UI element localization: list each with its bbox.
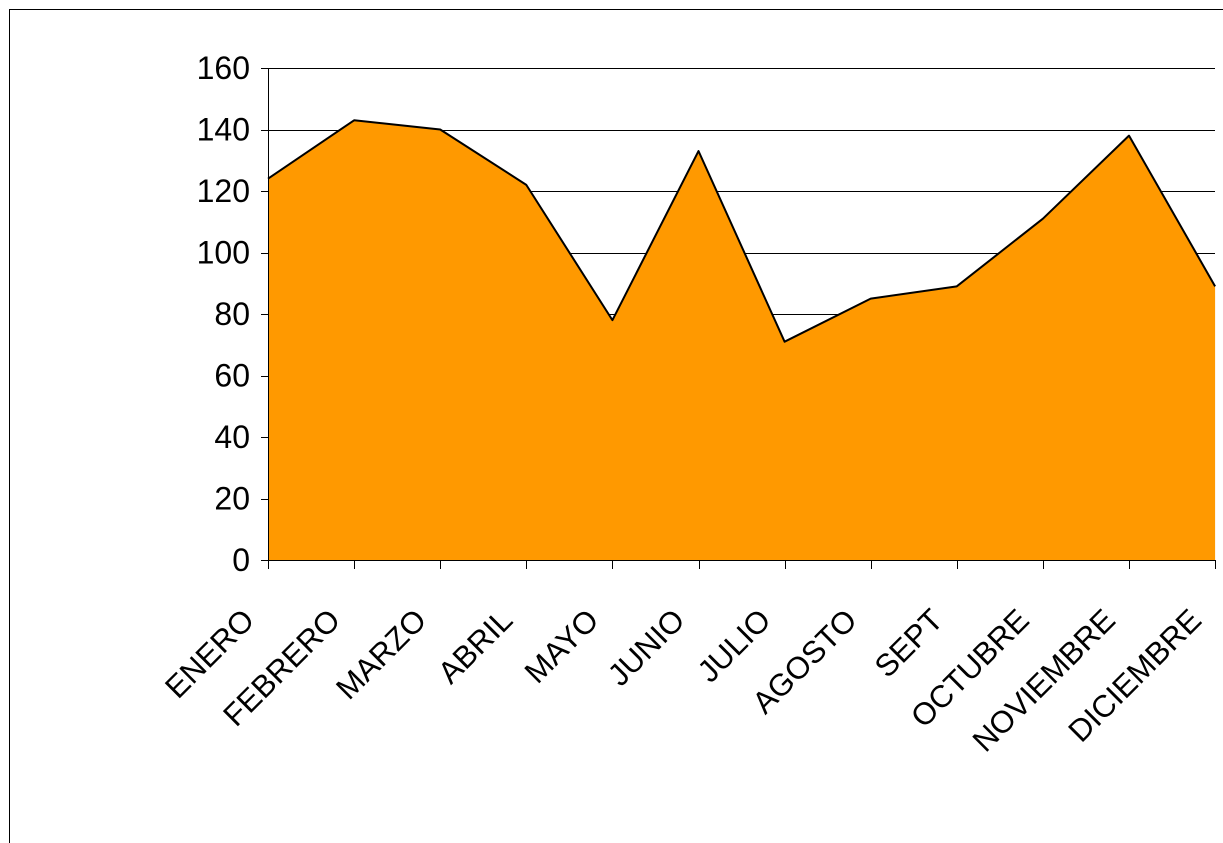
y-tick-label: 0	[232, 542, 250, 578]
area-fill	[268, 120, 1216, 561]
y-axis-tick-labels: 0 20 40 60 80 100 120 140 160	[197, 50, 250, 578]
y-tick-label: 80	[214, 296, 250, 332]
area-outline	[267, 119, 1216, 343]
y-tick-label: 60	[214, 358, 250, 394]
area-series	[267, 119, 1216, 561]
y-tick-label: 120	[197, 173, 250, 209]
y-tick-label: 100	[197, 235, 250, 271]
axes	[261, 68, 1216, 569]
y-tick-label: 20	[214, 481, 250, 517]
y-tick-label: 160	[197, 50, 250, 86]
y-tick-label: 40	[214, 419, 250, 455]
y-tick-label: 140	[197, 112, 250, 148]
